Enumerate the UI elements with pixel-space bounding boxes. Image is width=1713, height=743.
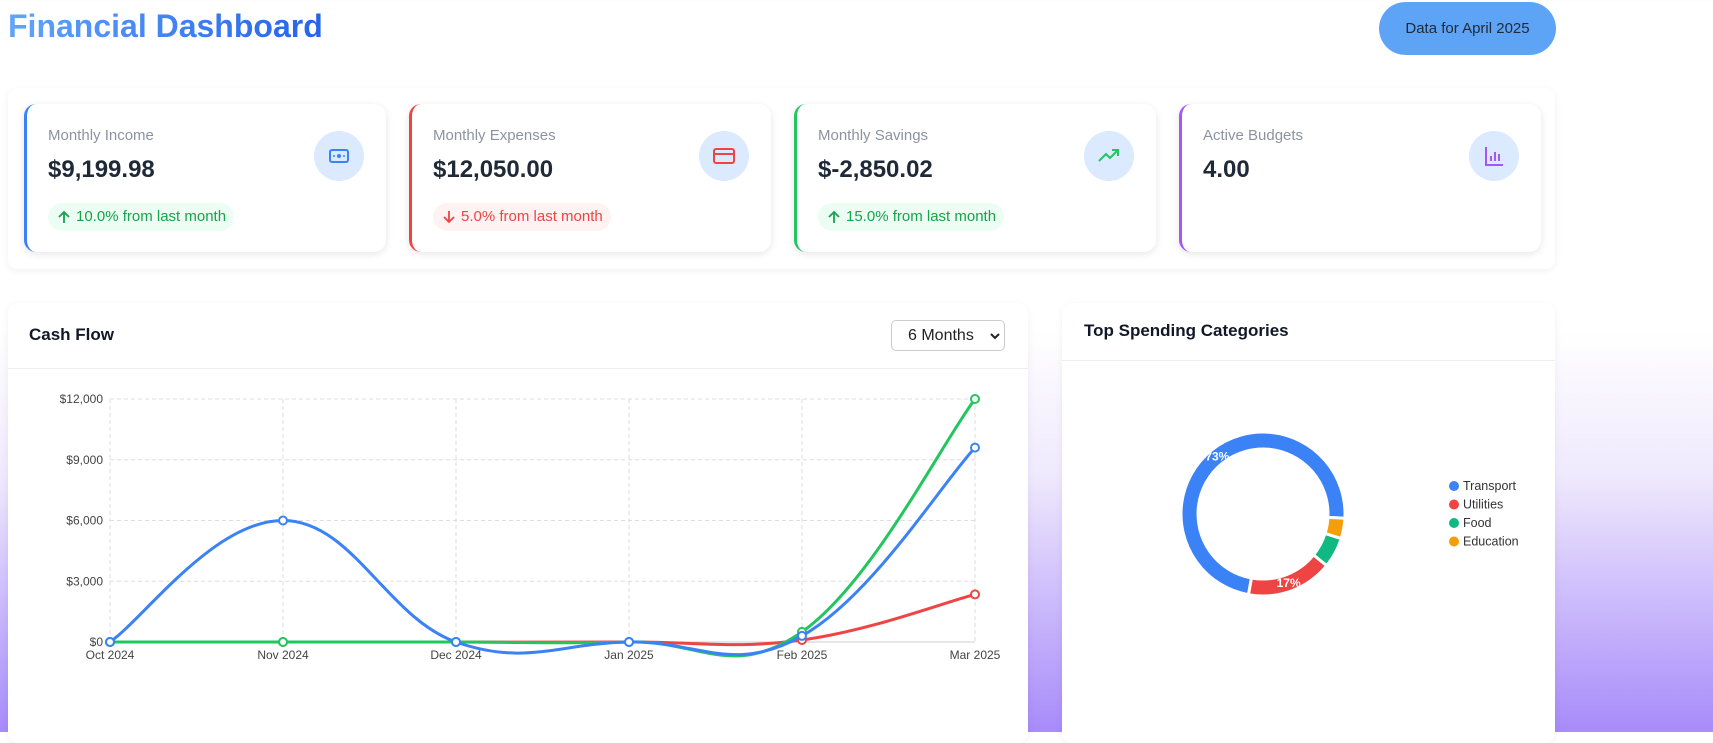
y-tick-label: $9,000 — [66, 453, 103, 467]
period-select[interactable]: 6 Months — [891, 320, 1005, 351]
divider — [8, 368, 1028, 369]
stat-card: Monthly Savings $-2,850.02 15.0% from last… — [794, 104, 1156, 252]
stat-card: Monthly Expenses $12,050.00 5.0% from last… — [409, 104, 771, 252]
x-tick-label: Feb 2025 — [777, 648, 828, 662]
divider — [1062, 360, 1555, 361]
stat-value: $-2,850.02 — [818, 156, 933, 183]
y-tick-label: $3,000 — [66, 574, 103, 588]
change-pill: 5.0% from last month — [433, 203, 611, 231]
legend-label: Food — [1463, 516, 1492, 530]
legend-label: Education — [1463, 535, 1519, 549]
stat-label: Monthly Expenses — [433, 127, 556, 144]
legend-label: Utilities — [1463, 498, 1503, 512]
slice — [1323, 515, 1347, 541]
point — [278, 515, 288, 526]
stat-icon — [314, 131, 364, 181]
point — [451, 637, 461, 647]
change-text: 5.0% from last month — [461, 208, 603, 225]
icon — [713, 148, 735, 164]
legend-swatch — [1449, 499, 1459, 510]
x-tick-label: Jan 2025 — [604, 648, 654, 662]
line — [109, 446, 977, 657]
point — [105, 637, 115, 647]
date-badge[interactable]: Data for April 2025 — [1379, 2, 1556, 55]
arrow — [58, 210, 70, 223]
point — [970, 442, 980, 453]
y-tick-label: $6,000 — [66, 514, 103, 528]
card-title: Top Spending Categories — [1084, 321, 1289, 340]
change-pill: 15.0% from last month — [818, 203, 1005, 231]
cash-flow-card — [8, 303, 1028, 743]
slice-label: 17% — [1277, 576, 1301, 590]
card-title: Cash Flow — [29, 325, 115, 344]
legend-swatch — [1449, 536, 1459, 547]
legend-swatch — [1449, 518, 1459, 528]
point — [624, 637, 634, 647]
stat-value: $9,199.98 — [48, 156, 155, 183]
point — [970, 394, 980, 404]
stat-value: 4.00 — [1203, 156, 1250, 183]
point — [278, 637, 288, 647]
stat-label: Monthly Savings — [818, 127, 929, 144]
stat-icon — [1084, 131, 1134, 181]
x-tick-label: Oct 2024 — [86, 648, 135, 662]
icon — [1485, 147, 1503, 166]
x-tick-label: Dec 2024 — [430, 648, 482, 662]
y-tick-label: $0 — [90, 635, 104, 649]
change-text: 10.0% from last month — [76, 208, 227, 225]
legend-swatch — [1449, 481, 1459, 491]
point — [970, 589, 980, 600]
line — [110, 398, 977, 658]
icon — [1098, 149, 1119, 162]
select-value: 6 Months — [908, 326, 974, 344]
point — [797, 630, 807, 641]
title: Financial Dashboard — [8, 8, 323, 44]
spending-card — [1062, 303, 1555, 743]
stat-value: $12,050.00 — [433, 156, 554, 183]
stat-icon — [699, 131, 749, 181]
stat-label: Monthly Income — [48, 127, 154, 144]
stat-card: Monthly Income $9,199.98 10.0% from last m… — [24, 104, 386, 252]
change-pill: 10.0% from last month — [48, 203, 235, 231]
x-tick-label: Nov 2024 — [257, 648, 309, 662]
stat-icon — [1469, 131, 1519, 181]
y-tick-label: $12,000 — [60, 392, 104, 406]
slice-label: 73% — [1205, 449, 1229, 463]
arrow — [443, 211, 455, 224]
slice — [1179, 430, 1347, 597]
x-tick-label: Mar 2025 — [950, 648, 1001, 662]
icon — [329, 149, 349, 163]
change-text: 15.0% from last month — [846, 208, 997, 225]
stat-card: Active Budgets 4.00 — [1179, 104, 1541, 252]
arrow — [828, 210, 840, 223]
legend-label: Transport — [1463, 479, 1517, 493]
chevron — [990, 333, 1000, 340]
stat-label: Active Budgets — [1203, 127, 1304, 144]
